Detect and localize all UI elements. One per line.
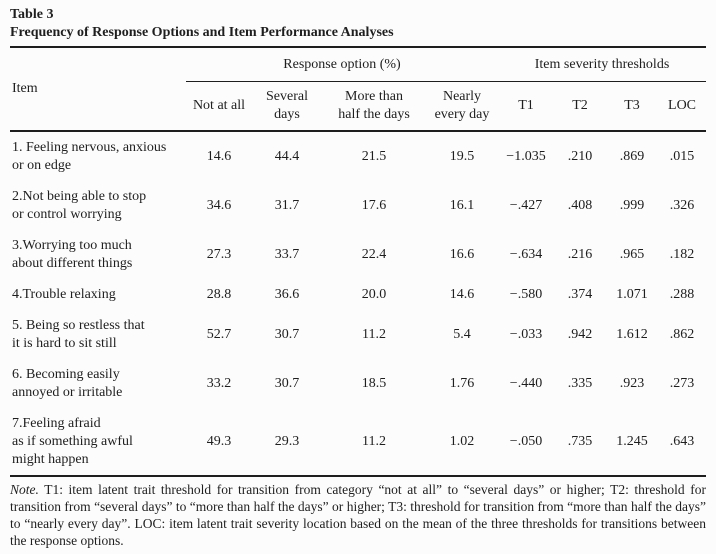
- value-cell: −.634: [509, 246, 543, 262]
- value-cell: 18.5: [361, 375, 387, 391]
- value-cell: .273: [669, 375, 695, 391]
- value-cell: .216: [567, 246, 593, 262]
- value-cell: 30.7: [274, 326, 300, 342]
- value-cell: 30.7: [274, 375, 300, 391]
- col-header-several-days: Several days: [252, 81, 322, 132]
- value-cell: .288: [669, 286, 695, 302]
- value-cell: −.050: [498, 408, 554, 477]
- table-row: 4.Trouble relaxing 28.8 36.6 20.0 14.6 −…: [10, 279, 706, 310]
- item-label: 3.Worrying too much about different thin…: [12, 237, 133, 271]
- value-cell: 20.0: [361, 286, 387, 302]
- value-cell: −.440: [509, 375, 543, 391]
- value-cell: .999: [619, 197, 645, 213]
- value-cell: 28.8: [206, 286, 232, 302]
- value-cell: 27.3: [206, 246, 232, 262]
- value-cell: 44.4: [274, 148, 300, 164]
- data-table: Item Response option (%) Item severity t…: [10, 46, 707, 477]
- value-cell: .862: [669, 326, 695, 342]
- value-cell: 1.245: [606, 408, 658, 477]
- value-cell: .374: [567, 286, 593, 302]
- table-row: 1. Feeling nervous, anxious or on edge 1…: [10, 131, 706, 181]
- value-cell: 5.4: [453, 326, 471, 342]
- value-cell: 14.6: [449, 286, 475, 302]
- value-cell: 11.2: [362, 326, 386, 342]
- note-text: T1: item latent trait threshold for tran…: [10, 482, 706, 548]
- item-label: 2.Not being able to stop or control worr…: [12, 188, 147, 222]
- value-cell: .965: [619, 246, 645, 262]
- value-cell: .182: [669, 246, 695, 262]
- col-header-t1: T1: [498, 81, 554, 132]
- col-header-not-at-all: Not at all: [186, 81, 252, 132]
- value-cell: 31.7: [274, 197, 300, 213]
- table-row: 6. Becoming easily annoyed or irritable …: [10, 359, 706, 408]
- table-note: Note. T1: item latent trait threshold fo…: [10, 481, 706, 549]
- col-header-item: Item: [10, 47, 186, 132]
- value-cell: 49.3: [186, 408, 252, 477]
- value-cell: 16.6: [449, 246, 475, 262]
- item-label: 1. Feeling nervous, anxious or on edge: [12, 139, 167, 173]
- table-row: 7.Feeling afraid as if something awful m…: [10, 408, 707, 477]
- value-cell: −.033: [509, 326, 543, 342]
- value-cell: 33.2: [206, 375, 232, 391]
- value-cell: 1.02: [426, 408, 498, 477]
- value-cell: .210: [567, 148, 593, 164]
- value-cell: 1.76: [449, 375, 475, 391]
- value-cell: 1.071: [616, 286, 648, 302]
- value-cell: 33.7: [274, 246, 300, 262]
- table-row: 2.Not being able to stop or control worr…: [10, 181, 706, 230]
- value-cell: .335: [567, 375, 593, 391]
- value-cell: 52.7: [206, 326, 232, 342]
- value-cell: 11.2: [322, 408, 426, 477]
- note-label: Note.: [10, 482, 39, 497]
- value-cell: 17.6: [361, 197, 387, 213]
- column-header-row: Not at all Several days More than half t…: [10, 81, 707, 132]
- value-cell: .015: [669, 148, 695, 164]
- value-cell: 1.612: [616, 326, 648, 342]
- spanner-header-row: Item Response option (%) Item severity t…: [10, 47, 707, 132]
- value-cell: 34.6: [206, 197, 232, 213]
- value-cell: .735: [554, 408, 606, 477]
- value-cell: 14.6: [206, 148, 232, 164]
- table-number: Table 3: [10, 7, 54, 22]
- value-cell: −1.035: [506, 148, 546, 164]
- col-header-more-than-half: More than half the days: [322, 81, 426, 132]
- col-header-t3: T3: [606, 81, 658, 132]
- value-cell: 29.3: [252, 408, 322, 477]
- table-title: Frequency of Response Options and Item P…: [10, 25, 394, 40]
- value-cell: 36.6: [274, 286, 300, 302]
- item-label: 7.Feeling afraid as if something awful m…: [10, 408, 186, 477]
- spanner-severity-thresholds: Item severity thresholds: [498, 47, 707, 82]
- value-cell: .326: [669, 197, 695, 213]
- col-header-loc: LOC: [658, 81, 707, 132]
- value-cell: 16.1: [449, 197, 475, 213]
- table-row: 3.Worrying too much about different thin…: [10, 230, 706, 279]
- value-cell: −.427: [509, 197, 543, 213]
- value-cell: .869: [619, 148, 645, 164]
- spanner-response-option: Response option (%): [186, 47, 498, 82]
- item-label: 5. Being so restless that it is hard to …: [12, 317, 145, 351]
- col-header-nearly-every-day: Nearly every day: [426, 81, 498, 132]
- value-cell: 21.5: [361, 148, 387, 164]
- item-label: 4.Trouble relaxing: [12, 286, 116, 302]
- value-cell: .923: [619, 375, 645, 391]
- value-cell: 19.5: [449, 148, 475, 164]
- item-label: 6. Becoming easily annoyed or irritable: [12, 366, 123, 400]
- value-cell: −.580: [509, 286, 543, 302]
- value-cell: .408: [567, 197, 593, 213]
- value-cell: .942: [567, 326, 593, 342]
- value-cell: .643: [658, 408, 707, 477]
- value-cell: 22.4: [361, 246, 387, 262]
- col-header-t2: T2: [554, 81, 606, 132]
- table-row: 5. Being so restless that it is hard to …: [10, 310, 706, 359]
